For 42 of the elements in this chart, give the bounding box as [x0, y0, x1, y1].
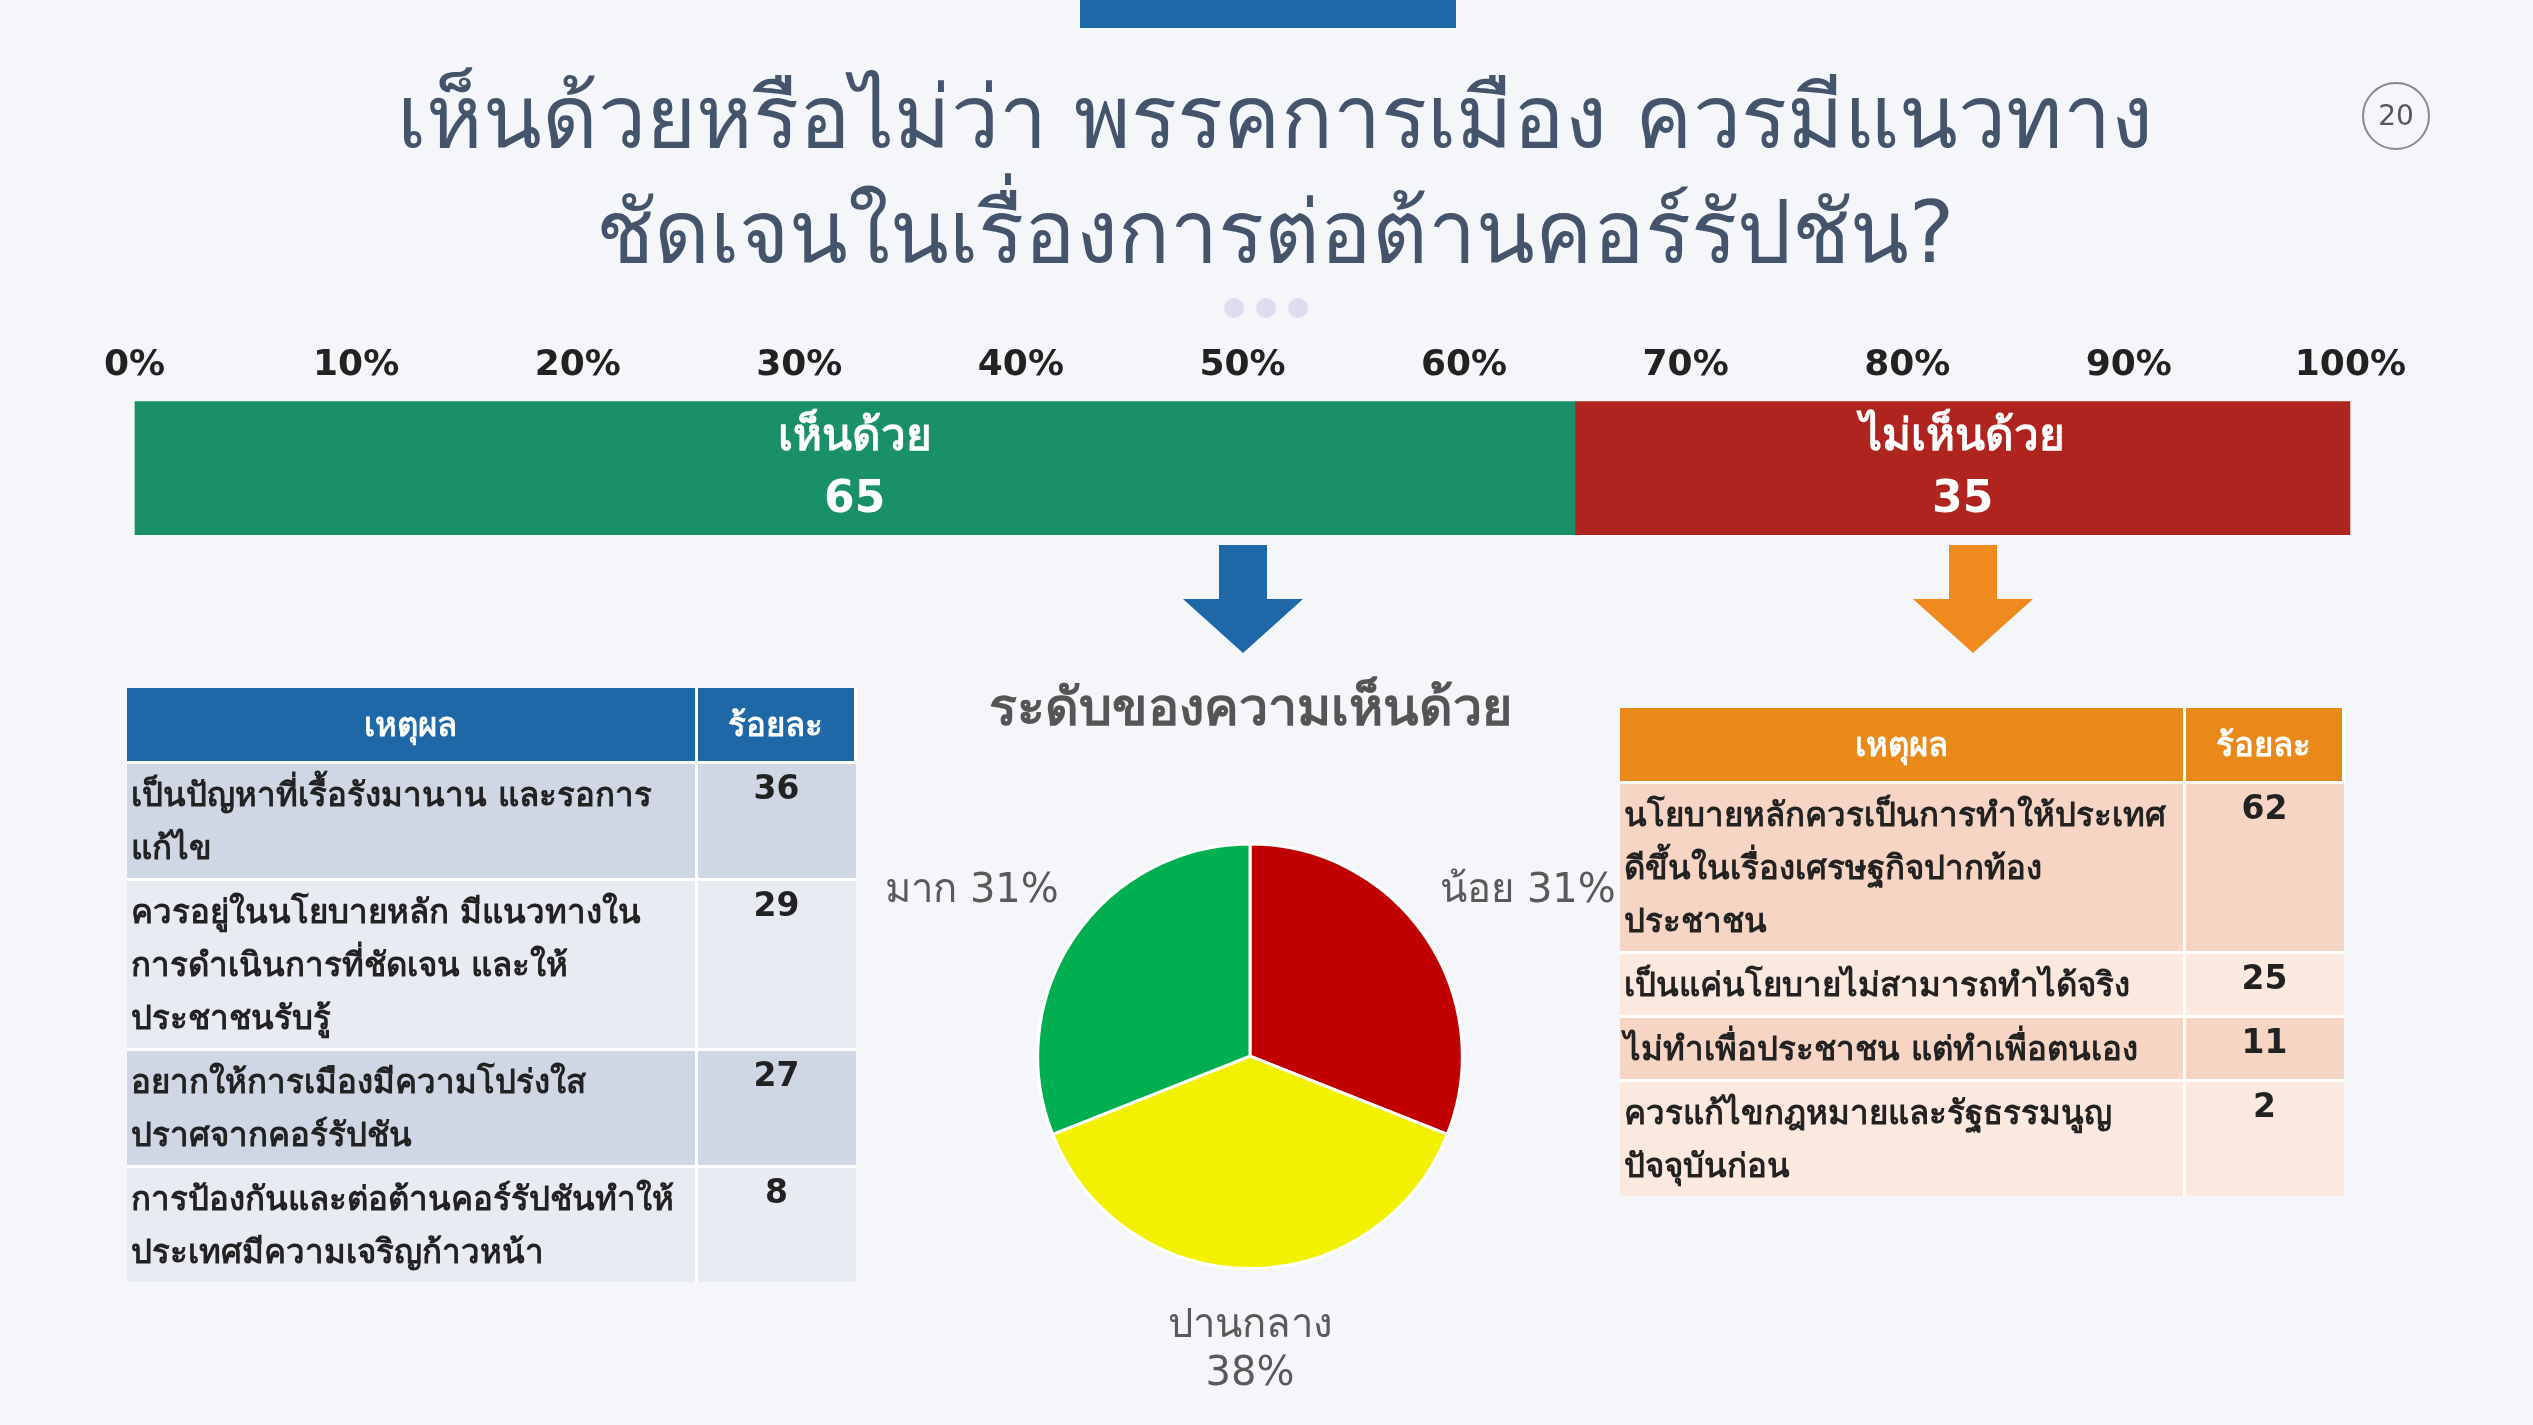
slice-label: น้อย 31%: [1440, 865, 1616, 912]
x-tick-label: 70%: [1642, 341, 1729, 383]
x-tick-label: 90%: [2085, 341, 2172, 383]
x-tick-label: 50%: [1199, 341, 1286, 383]
data-label: 2: [2252, 1085, 2277, 1127]
data-label: 62: [2240, 787, 2289, 829]
category-label: เป็นแค่นโยบายไม่สามารถทำได้จริง: [1620, 952, 2184, 1017]
x-tick-label: 60%: [1420, 341, 1508, 383]
x-tick-label: 80%: [1864, 341, 1951, 383]
chart-title: ระดับของความเห็นด้วย: [988, 675, 1512, 737]
slice-label: มาก 31%: [885, 865, 1059, 912]
x-tick-label: 100%: [2294, 341, 2406, 383]
x-tick-label: 30%: [756, 341, 843, 383]
x-tick-label: 0%: [104, 341, 166, 383]
x-tick-label: 20%: [534, 341, 621, 383]
chart-title: เห็นด้วยหรือไม่ว่า พรรคการเมือง ควรมีแนวทางชัดเจนในเรื่องการต่อต้านคอร์รัปชัน?: [396, 66, 2154, 284]
data-label: 8: [764, 1171, 789, 1213]
x-tick-label: 40%: [977, 341, 1064, 383]
category-label: ควรแก้ไขกฎหมายและรัฐธรรมนูญปัจจุบันก่อน: [1620, 1080, 2184, 1196]
text: ร้อยละ: [696, 688, 856, 763]
text: ร้อยละ: [2184, 708, 2344, 783]
series-label: เห็นด้วย: [777, 407, 932, 460]
category-label: ไม่ทำเพื่อประชาชน แต่ทำเพื่อตนเอง: [1620, 1016, 2184, 1081]
data-label: 65: [824, 470, 886, 522]
category-label: การป้องกันและต่อต้านคอร์รัปชันทำให้ประเทศมีความเจริญก้าวหน้า: [127, 1166, 696, 1282]
series-label: ไม่เห็นด้วย: [1856, 407, 2066, 460]
category-label: นโยบายหลักควรเป็นการทำให้ประเทศดีขึ้นในเรื่องเศรษฐกิจปากท้องประชาชน: [1620, 782, 2184, 953]
data-label: 38%: [1205, 1347, 1295, 1394]
text: เหตุผล: [127, 688, 696, 763]
category-label: เป็นปัญหาที่เรื้อรังมานาน และรอการแก้ไข: [127, 762, 696, 880]
category-label: อยากให้การเมืองมีความโปร่งใสปราศจากคอร์รัปชัน: [127, 1049, 696, 1167]
text: เหตุผล: [1620, 708, 2184, 783]
data-label: 27: [752, 1054, 801, 1096]
data-label: 25: [2240, 957, 2289, 999]
data-label: 35: [1932, 470, 1994, 522]
x-tick-label: 10%: [313, 341, 400, 383]
data-label: 11: [2240, 1021, 2289, 1063]
slice-label: ปานกลาง: [1167, 1299, 1333, 1346]
data-label: 29: [752, 884, 801, 926]
data-label: 36: [752, 767, 801, 809]
category-label: ควรอยู่ในนโยบายหลัก มีแนวทางในการดำเนินการที่ชัดเจน และให้ประชาชนรับรู้: [127, 879, 696, 1050]
text: 20: [2362, 82, 2430, 150]
